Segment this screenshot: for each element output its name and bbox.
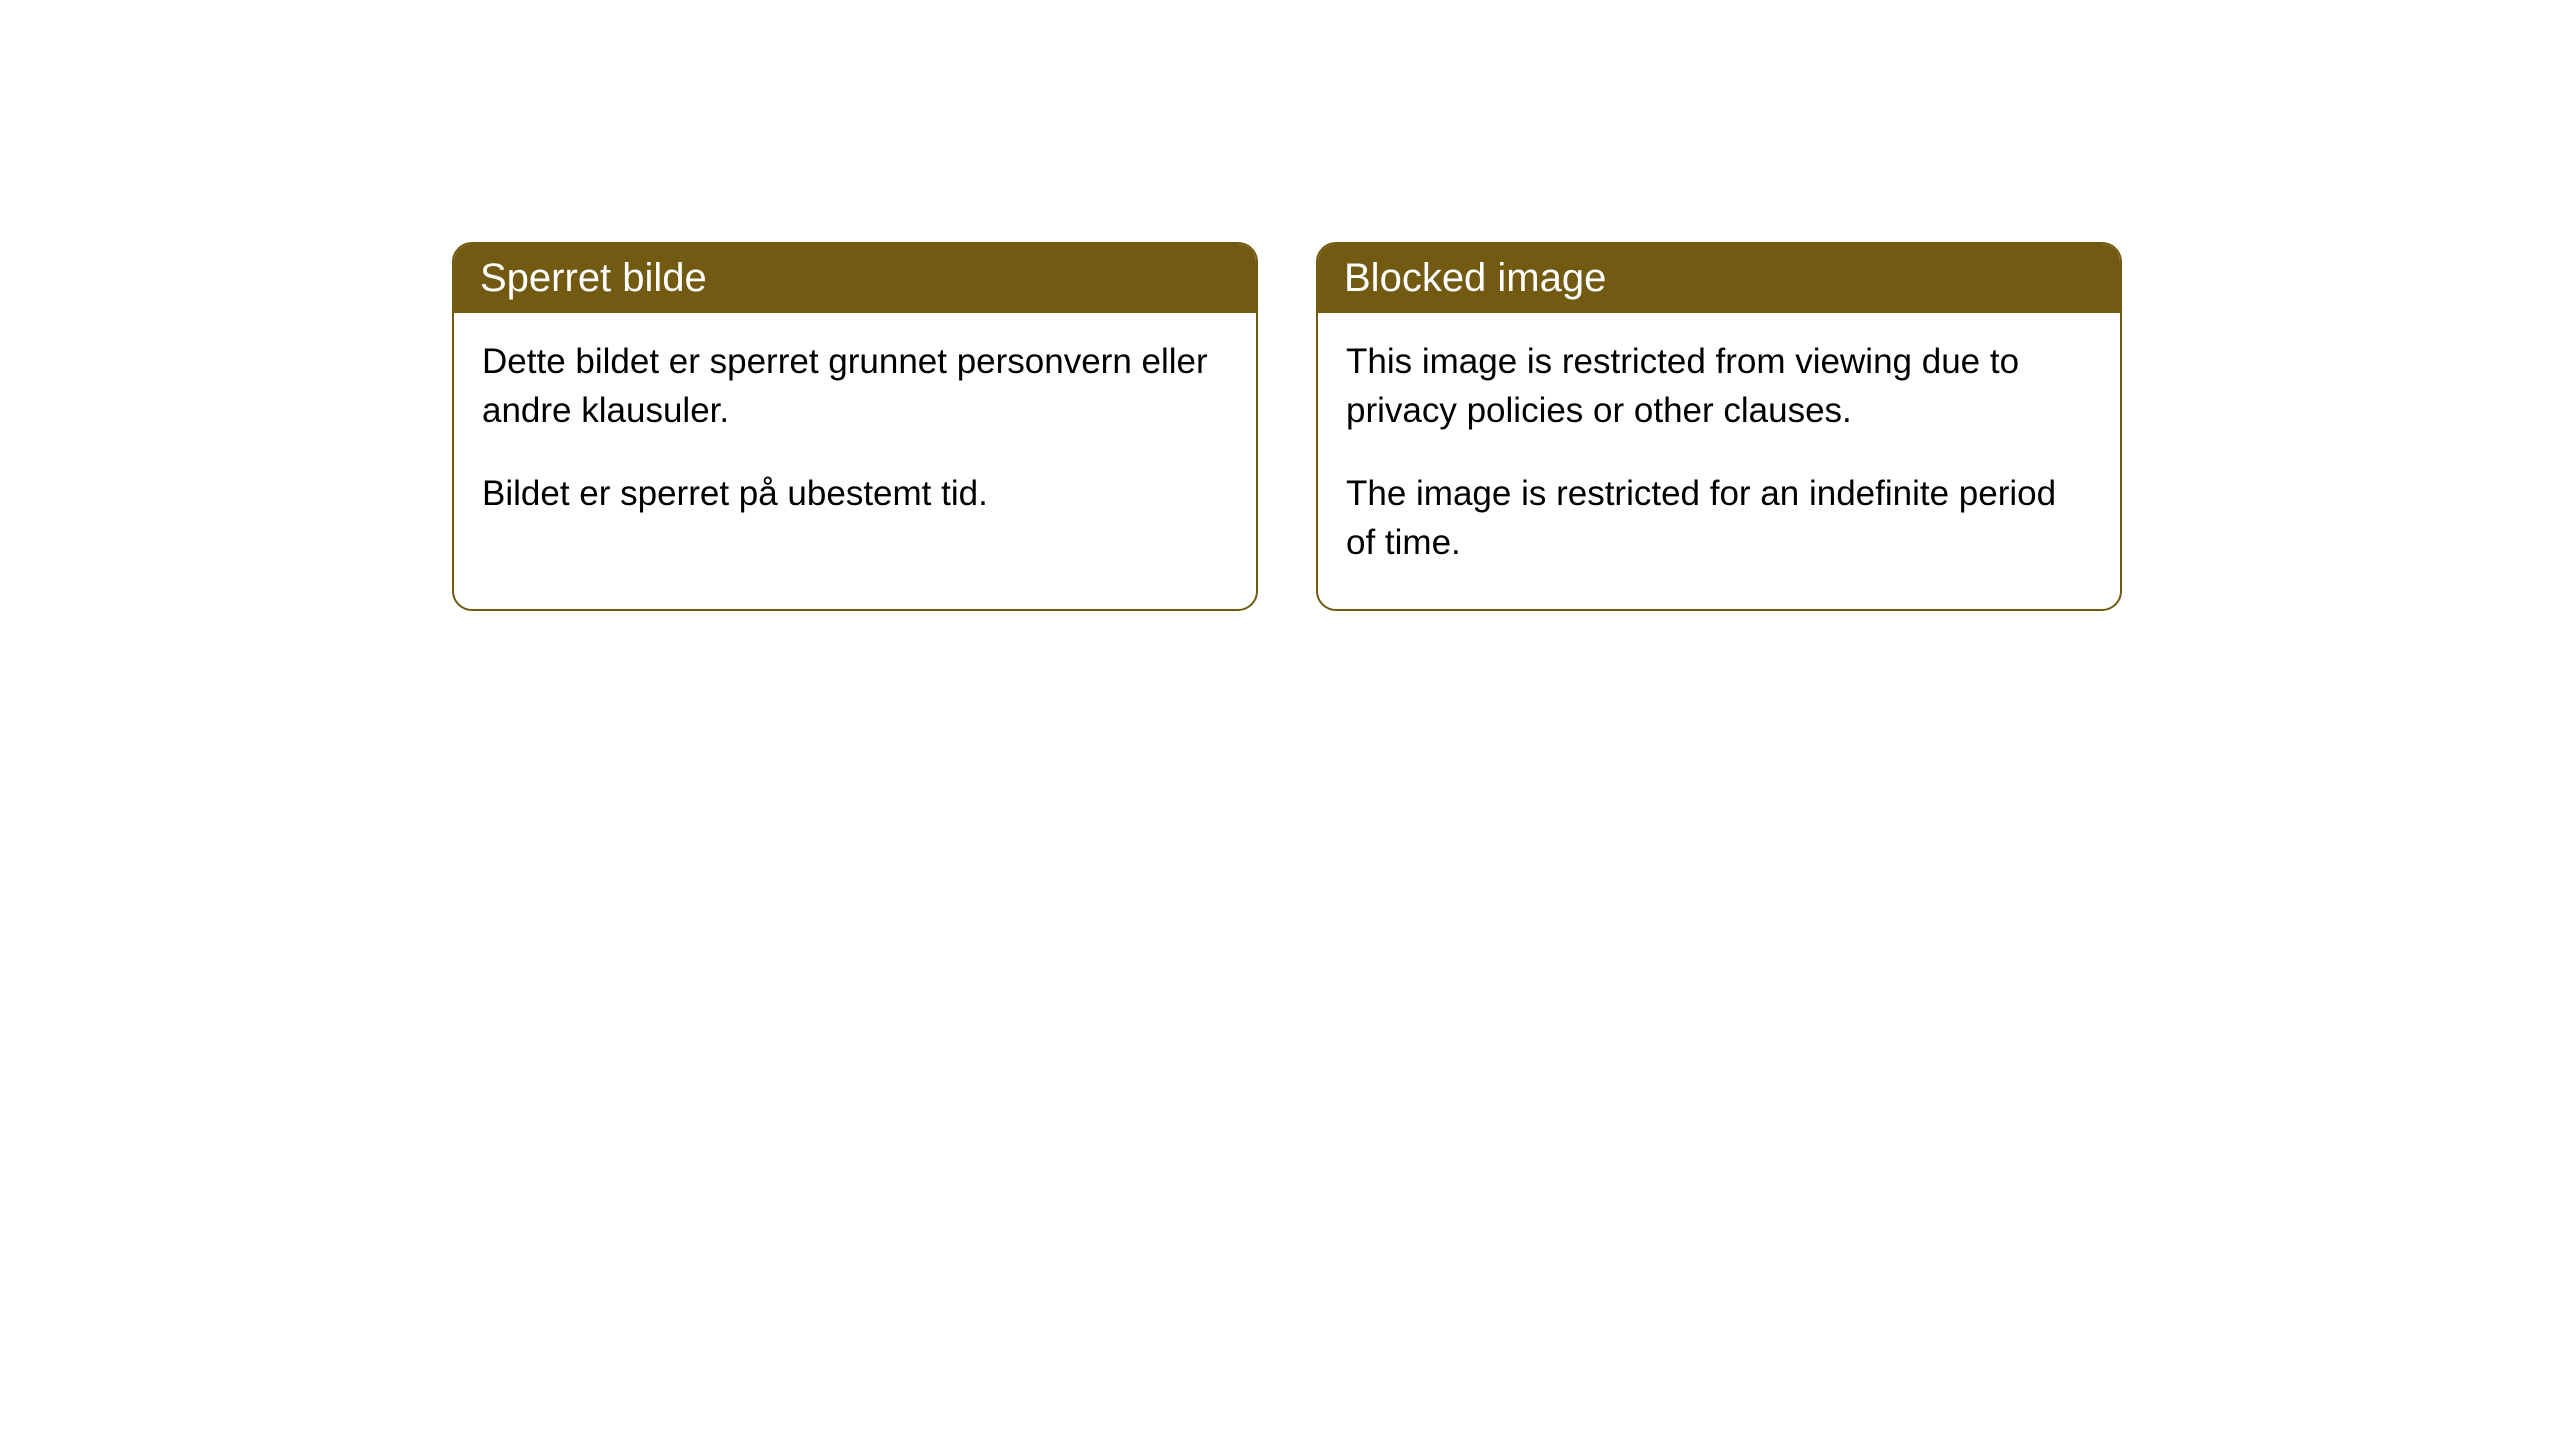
card-body-norwegian: Dette bildet er sperret grunnet personve… xyxy=(454,313,1256,560)
card-body-english: This image is restricted from viewing du… xyxy=(1318,313,2120,609)
card-paragraph-2-norwegian: Bildet er sperret på ubestemt tid. xyxy=(482,469,1228,518)
notice-card-norwegian: Sperret bilde Dette bildet er sperret gr… xyxy=(452,242,1258,611)
notice-cards-container: Sperret bilde Dette bildet er sperret gr… xyxy=(0,0,2560,611)
notice-card-english: Blocked image This image is restricted f… xyxy=(1316,242,2122,611)
card-paragraph-2-english: The image is restricted for an indefinit… xyxy=(1346,469,2092,567)
card-title-norwegian: Sperret bilde xyxy=(480,256,707,300)
card-paragraph-1-norwegian: Dette bildet er sperret grunnet personve… xyxy=(482,337,1228,435)
card-header-english: Blocked image xyxy=(1318,244,2120,313)
card-title-english: Blocked image xyxy=(1344,256,1606,300)
card-header-norwegian: Sperret bilde xyxy=(454,244,1256,313)
card-paragraph-1-english: This image is restricted from viewing du… xyxy=(1346,337,2092,435)
